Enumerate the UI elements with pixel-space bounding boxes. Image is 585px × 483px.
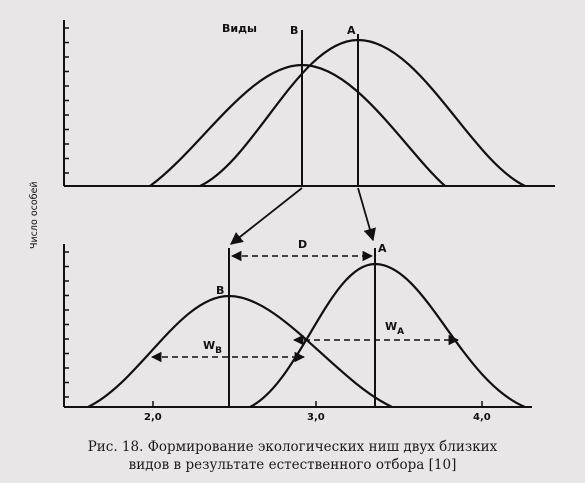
top-label-b: B	[290, 24, 298, 37]
width-a-main: W	[385, 320, 397, 333]
top-curve-b	[149, 63, 446, 187]
top-panel: Виды B A	[63, 20, 555, 187]
bottom-label-b: B	[216, 284, 224, 297]
x-tick-label-4: 4,0	[473, 412, 491, 423]
top-label-a: A	[347, 24, 356, 37]
top-species-label: Виды	[222, 22, 257, 35]
x-tick-label-3: 3,0	[307, 412, 325, 423]
arrow-a-down	[357, 187, 376, 242]
width-a-label: WA	[385, 320, 404, 337]
bottom-label-a: A	[378, 242, 387, 255]
bottom-curve-a	[249, 262, 526, 409]
arrow-b-down	[230, 187, 303, 245]
top-curve-a	[199, 38, 526, 187]
bottom-panel: D B A WB WA 2,0 3,0 4,0	[63, 238, 532, 423]
width-a-sub: A	[397, 327, 404, 337]
caption-line-1: Рис. 18. Формирование экологических ниш …	[87, 439, 498, 455]
bottom-y-ticks	[64, 251, 69, 398]
distance-label: D	[298, 238, 307, 251]
x-tick-label-2: 2,0	[144, 412, 162, 423]
top-y-ticks	[64, 27, 69, 174]
caption-line-2: видов в результате естественного отбора …	[128, 457, 457, 473]
width-b-main: W	[203, 339, 215, 352]
bottom-curve-b	[87, 294, 393, 408]
width-b-sub: B	[215, 346, 222, 356]
width-b-label: WB	[203, 339, 222, 356]
y-axis-label: Число особей	[29, 181, 40, 249]
figure-caption: Рис. 18. Формирование экологических ниш …	[0, 438, 585, 474]
